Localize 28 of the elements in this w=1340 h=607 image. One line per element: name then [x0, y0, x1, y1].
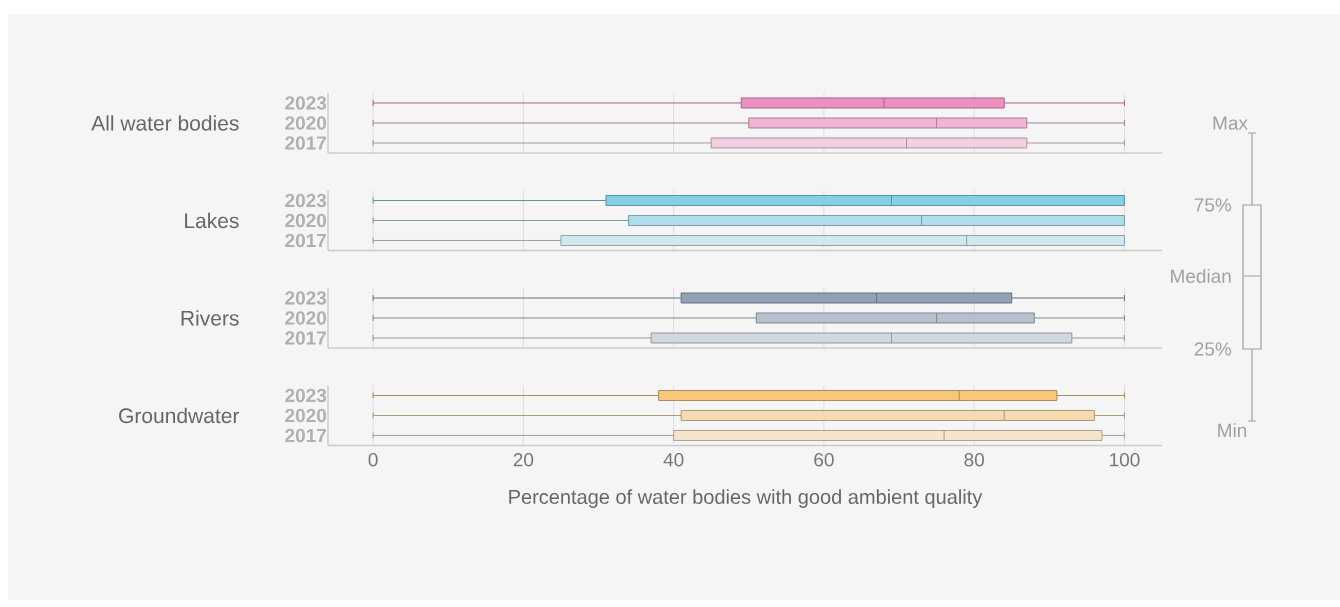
x-tick-label: 80	[964, 453, 984, 467]
text: Min	[1218, 423, 1247, 437]
y-axis-title: Groundwater	[119, 407, 240, 424]
y-tick-label: 2023	[285, 291, 327, 305]
y-axis-title: Lakes	[185, 212, 239, 229]
y-tick-label: 2017	[285, 428, 326, 443]
text: 25%	[1194, 342, 1232, 356]
y-axis-title: All water bodies	[91, 115, 239, 131]
y-tick-label: 2020	[285, 311, 327, 325]
text: Max	[1213, 116, 1248, 130]
text: 75%	[1194, 198, 1232, 212]
y-tick-label: 2020	[285, 408, 327, 423]
y-tick-label: 2023	[285, 96, 327, 110]
y-tick-label: 2017	[285, 136, 326, 150]
x-tick-label: 0	[368, 453, 378, 467]
x-tick-label: 20	[513, 453, 534, 467]
y-tick-label: 2017	[285, 233, 326, 248]
y-tick-label: 2020	[285, 116, 327, 130]
y-tick-label: 2017	[285, 331, 326, 345]
x-tick-label: 60	[814, 453, 834, 467]
y-tick-label: 2020	[285, 213, 327, 228]
x-tick-label: 100	[1110, 453, 1140, 467]
y-tick-label: 2023	[285, 388, 327, 403]
y-axis-title: Rivers	[181, 310, 239, 326]
y-tick-label: 2023	[285, 193, 327, 208]
text: Median	[1171, 269, 1231, 283]
x-axis-title: Percentage of water bodies with good ambient quality	[509, 489, 983, 508]
x-tick-label: 40	[663, 453, 684, 467]
